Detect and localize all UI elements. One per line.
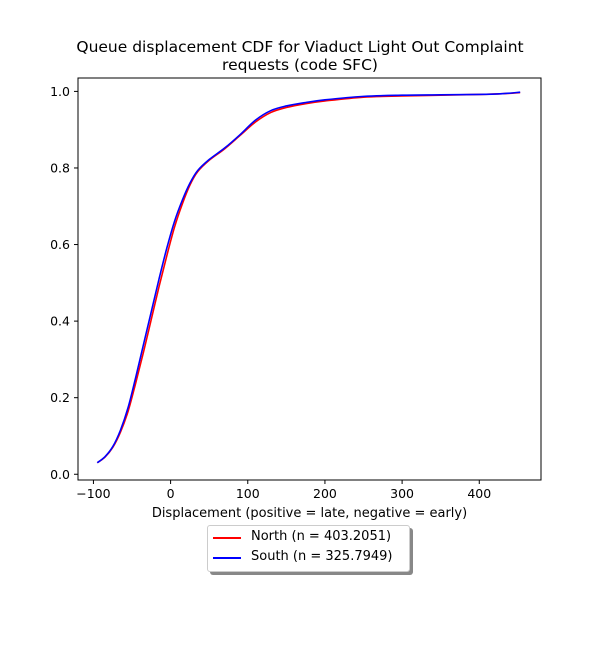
y-tick-label: 0.6 bbox=[50, 237, 70, 252]
x-tick-label: 100 bbox=[236, 486, 260, 501]
legend-swatch-south bbox=[213, 557, 241, 559]
series-line-north bbox=[96, 91, 521, 464]
x-tick-label: 200 bbox=[313, 486, 337, 501]
legend: North (n = 403.2051) South (n = 325.7949… bbox=[207, 525, 410, 572]
plot-area: −100 0 100 200 300 400 0.0 0.2 0.4 0.6 0.8 1.0 bbox=[50, 77, 542, 501]
chart-title-line-1: Queue displacement CDF for Viaduct Light… bbox=[76, 38, 524, 56]
legend-entry-north: North (n = 403.2051) bbox=[208, 528, 409, 548]
series-line-south bbox=[96, 91, 521, 464]
x-tick-label: −100 bbox=[76, 486, 110, 501]
legend-entry-south: South (n = 325.7949) bbox=[208, 548, 409, 568]
plot-frame bbox=[77, 77, 542, 481]
x-tick-label: 400 bbox=[467, 486, 491, 501]
legend-label-south: South (n = 325.7949) bbox=[251, 549, 393, 564]
chart-title-line-2: requests (code SFC) bbox=[222, 56, 378, 74]
x-axis-label: Displacement (positive = late, negative … bbox=[151, 506, 468, 521]
y-tick-label: 1.0 bbox=[50, 84, 70, 99]
legend-label-north: North (n = 403.2051) bbox=[251, 529, 392, 544]
y-tick-label: 0.0 bbox=[50, 467, 70, 482]
y-tick-label: 0.2 bbox=[50, 390, 70, 405]
y-tick-label: 0.4 bbox=[50, 314, 70, 329]
legend-swatch-north bbox=[213, 537, 241, 539]
x-tick-label: 300 bbox=[390, 486, 414, 501]
y-tick-label: 0.8 bbox=[50, 160, 70, 175]
x-tick-label: 0 bbox=[167, 486, 175, 501]
